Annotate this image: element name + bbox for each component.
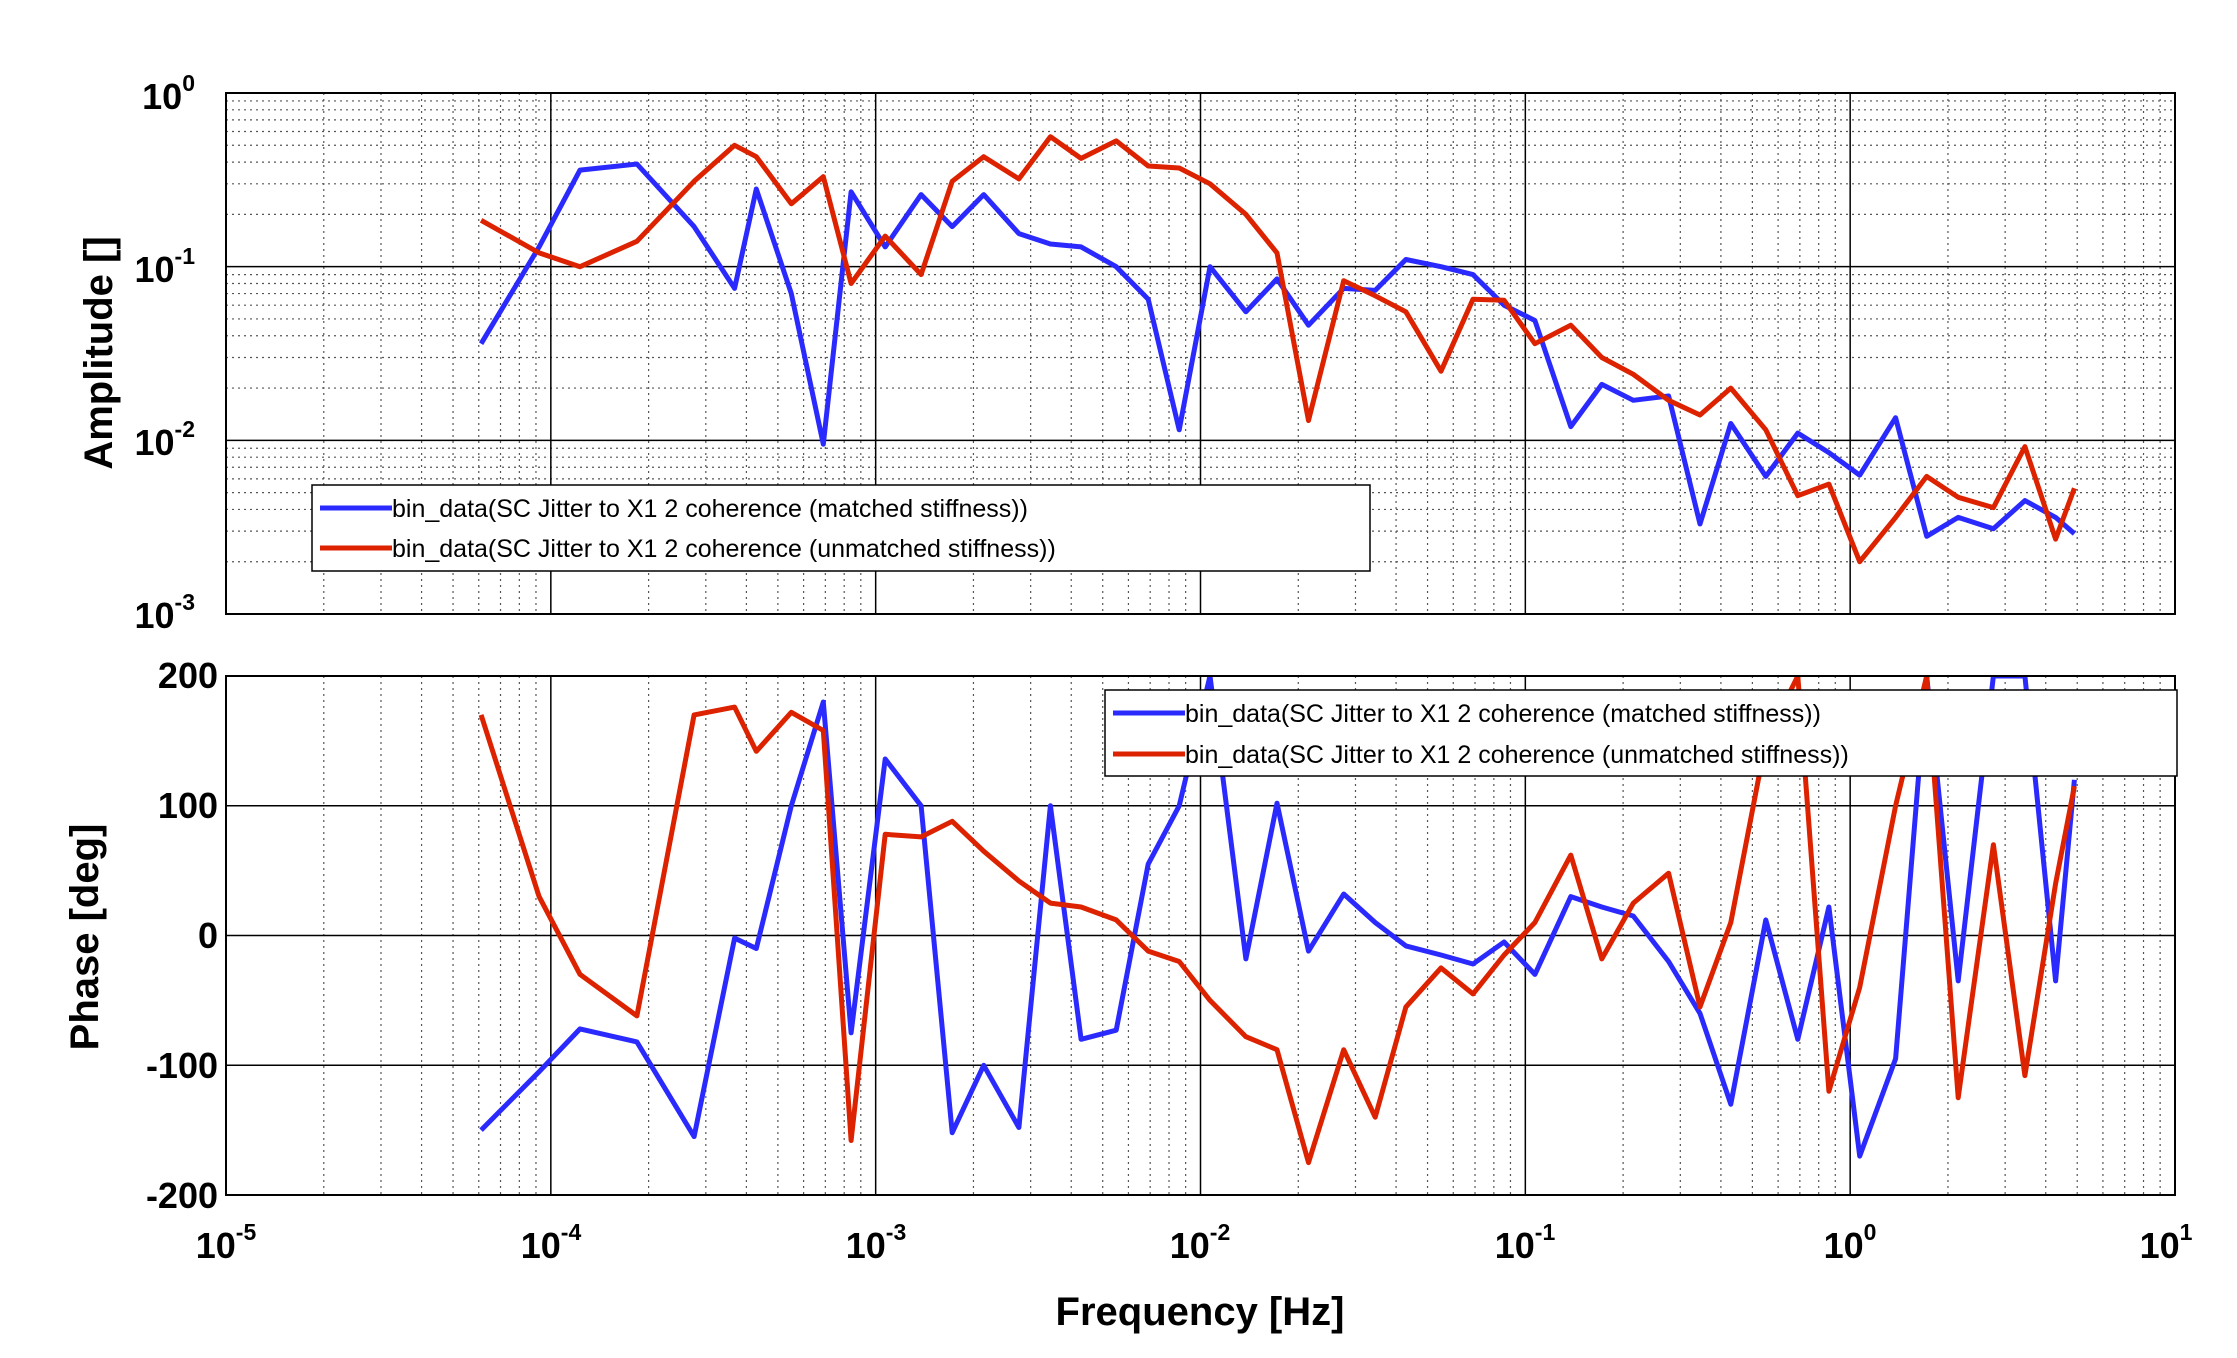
xtick-1e-2: 10-2 — [1170, 1219, 1231, 1266]
amplitude-ytick-1e-3: 10-3 — [135, 589, 196, 636]
amplitude-legend-label-matched: bin_data(SC Jitter to X1 2 coherence (ma… — [392, 495, 1028, 523]
xtick-1e-3: 10-3 — [846, 1219, 907, 1266]
amplitude-ytick-1e-2: 10-2 — [135, 416, 196, 463]
amplitude-unmatched-stiffness-line — [479, 134, 2077, 565]
phase-unmatched-stiffness-line — [478, 676, 2077, 1166]
xtick-1e-5: 10-5 — [196, 1219, 257, 1266]
amplitude-axes: 10-3 10-2 10-1 100 Amplitude [] bin_data… — [77, 70, 2176, 636]
xtick-1e-4: 10-4 — [521, 1219, 582, 1266]
amplitude-matched-stiffness-line — [478, 161, 2077, 539]
phase-matched-stiffness-line — [479, 676, 2077, 1159]
phase-ytick-100: 100 — [158, 785, 218, 826]
amplitude-ytick-1e0: 100 — [142, 70, 195, 117]
amplitude-ytick-1e-1: 10-1 — [135, 243, 196, 290]
phase-ytick-200: 200 — [158, 655, 218, 696]
amplitude-legend: bin_data(SC Jitter to X1 2 coherence (ma… — [311, 484, 1371, 572]
phase-legend: bin_data(SC Jitter to X1 2 coherence (ma… — [1104, 689, 2178, 777]
phase-y-axis-label: Phase [deg] — [63, 824, 107, 1051]
phase-legend-label-matched: bin_data(SC Jitter to X1 2 coherence (ma… — [1185, 700, 1821, 728]
xtick-1e1: 101 — [2140, 1219, 2193, 1266]
phase-ytick-minus-100: -100 — [146, 1045, 218, 1086]
x-axis-label: Frequency [Hz] — [1056, 1290, 1345, 1334]
xtick-1e0: 100 — [1824, 1219, 1877, 1266]
phase-legend-label-unmatched: bin_data(SC Jitter to X1 2 coherence (un… — [1185, 741, 1849, 769]
amplitude-legend-label-unmatched: bin_data(SC Jitter to X1 2 coherence (un… — [392, 535, 1056, 563]
phase-ytick-0: 0 — [198, 915, 218, 956]
phase-ytick-minus-200: -200 — [146, 1175, 218, 1216]
xtick-1e-1: 10-1 — [1495, 1219, 1556, 1266]
amplitude-y-axis-label: Amplitude [] — [77, 236, 121, 469]
phase-axes: -200 -100 0 100 200 Phase [deg] 10-5 10-… — [63, 655, 2193, 1334]
